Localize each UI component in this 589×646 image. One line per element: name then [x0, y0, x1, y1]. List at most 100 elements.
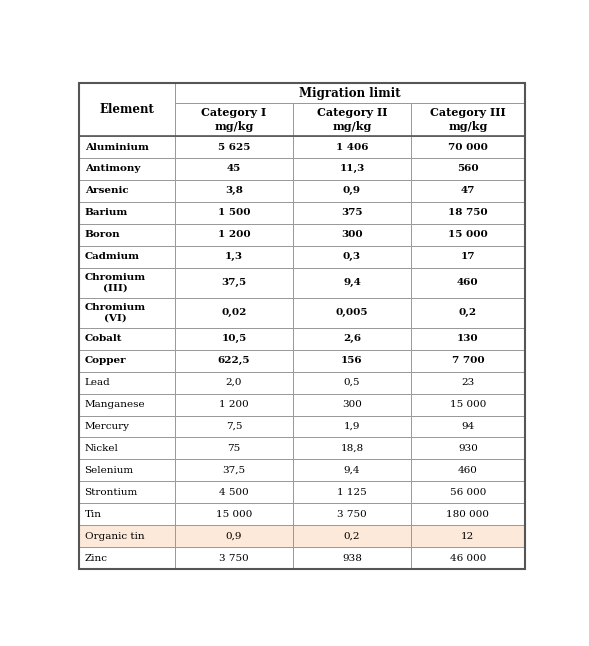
Bar [293, 158, 411, 180]
Bar [79, 525, 175, 547]
Bar [411, 180, 525, 202]
Bar [293, 525, 411, 547]
Bar [411, 371, 525, 393]
Text: 3 750: 3 750 [337, 510, 367, 519]
Bar [79, 371, 175, 393]
Text: 46 000: 46 000 [449, 554, 486, 563]
Bar [293, 481, 411, 503]
Text: Organic tin: Organic tin [85, 532, 144, 541]
Text: 1,9: 1,9 [344, 422, 360, 431]
Text: 0,005: 0,005 [336, 308, 368, 317]
Text: 7 700: 7 700 [452, 356, 484, 365]
Text: Category II
mg/kg: Category II mg/kg [317, 107, 387, 132]
Text: 15 000: 15 000 [448, 230, 488, 239]
Text: 5 625: 5 625 [218, 143, 250, 152]
Text: Antimony: Antimony [85, 165, 140, 174]
Text: Migration limit: Migration limit [299, 87, 401, 100]
Text: 3 750: 3 750 [219, 554, 249, 563]
Bar [411, 224, 525, 245]
Bar [293, 224, 411, 245]
Bar [175, 415, 293, 437]
Bar [79, 328, 175, 349]
Bar [79, 224, 175, 245]
Bar [79, 481, 175, 503]
Bar [79, 349, 175, 371]
Bar [79, 180, 175, 202]
Text: 12: 12 [461, 532, 475, 541]
Bar [411, 136, 525, 158]
Bar [175, 459, 293, 481]
Bar [411, 267, 525, 298]
Text: Lead: Lead [85, 378, 110, 387]
Text: Selenium: Selenium [85, 466, 134, 475]
Text: 1,3: 1,3 [225, 252, 243, 261]
Text: Chromium
(III): Chromium (III) [85, 273, 145, 293]
Bar [411, 245, 525, 267]
Bar [411, 158, 525, 180]
Bar [411, 103, 525, 136]
Bar [175, 481, 293, 503]
Bar [411, 503, 525, 525]
Bar [293, 459, 411, 481]
Text: 460: 460 [457, 278, 479, 287]
Text: 9,4: 9,4 [343, 278, 361, 287]
Text: Category I
mg/kg: Category I mg/kg [201, 107, 267, 132]
Bar [411, 328, 525, 349]
Text: 47: 47 [461, 187, 475, 195]
Bar [175, 158, 293, 180]
Bar [293, 503, 411, 525]
Text: 11,3: 11,3 [339, 165, 365, 174]
Text: 3,8: 3,8 [225, 187, 243, 195]
Bar [293, 180, 411, 202]
Bar [175, 525, 293, 547]
Bar [293, 328, 411, 349]
Bar [175, 547, 293, 569]
Bar [175, 298, 293, 328]
Bar [293, 393, 411, 415]
Bar [79, 245, 175, 267]
Text: Element: Element [100, 103, 154, 116]
Bar [293, 245, 411, 267]
Bar [175, 245, 293, 267]
Text: Cadmium: Cadmium [85, 252, 140, 261]
Text: 180 000: 180 000 [446, 510, 489, 519]
Text: 0,2: 0,2 [459, 308, 477, 317]
Bar [175, 202, 293, 224]
Text: Cobalt: Cobalt [85, 335, 122, 343]
Text: Mercury: Mercury [85, 422, 130, 431]
Bar [293, 349, 411, 371]
Text: 1 125: 1 125 [337, 488, 367, 497]
Text: 15 000: 15 000 [216, 510, 252, 519]
Text: 37,5: 37,5 [223, 466, 246, 475]
Bar [293, 103, 411, 136]
Bar [79, 393, 175, 415]
Text: Tin: Tin [85, 510, 101, 519]
Text: 75: 75 [227, 444, 240, 453]
Text: 15 000: 15 000 [449, 400, 486, 409]
Bar [175, 267, 293, 298]
Text: 0,9: 0,9 [343, 187, 361, 195]
Bar [293, 371, 411, 393]
Text: 18,8: 18,8 [340, 444, 363, 453]
Text: 130: 130 [457, 335, 479, 343]
Text: Barium: Barium [85, 208, 128, 217]
Text: 45: 45 [227, 165, 241, 174]
Bar [79, 298, 175, 328]
Text: 70 000: 70 000 [448, 143, 488, 152]
Text: 1 406: 1 406 [336, 143, 368, 152]
Bar [411, 202, 525, 224]
Text: 94: 94 [461, 422, 475, 431]
Text: 18 750: 18 750 [448, 208, 488, 217]
Bar [411, 481, 525, 503]
Bar [79, 547, 175, 569]
Bar [175, 136, 293, 158]
Text: 0,02: 0,02 [221, 308, 247, 317]
Bar [175, 503, 293, 525]
Bar [411, 525, 525, 547]
Bar [79, 202, 175, 224]
Text: 7,5: 7,5 [226, 422, 242, 431]
Bar [79, 158, 175, 180]
Bar [293, 267, 411, 298]
Text: 0,5: 0,5 [344, 378, 360, 387]
Text: Manganese: Manganese [85, 400, 145, 409]
